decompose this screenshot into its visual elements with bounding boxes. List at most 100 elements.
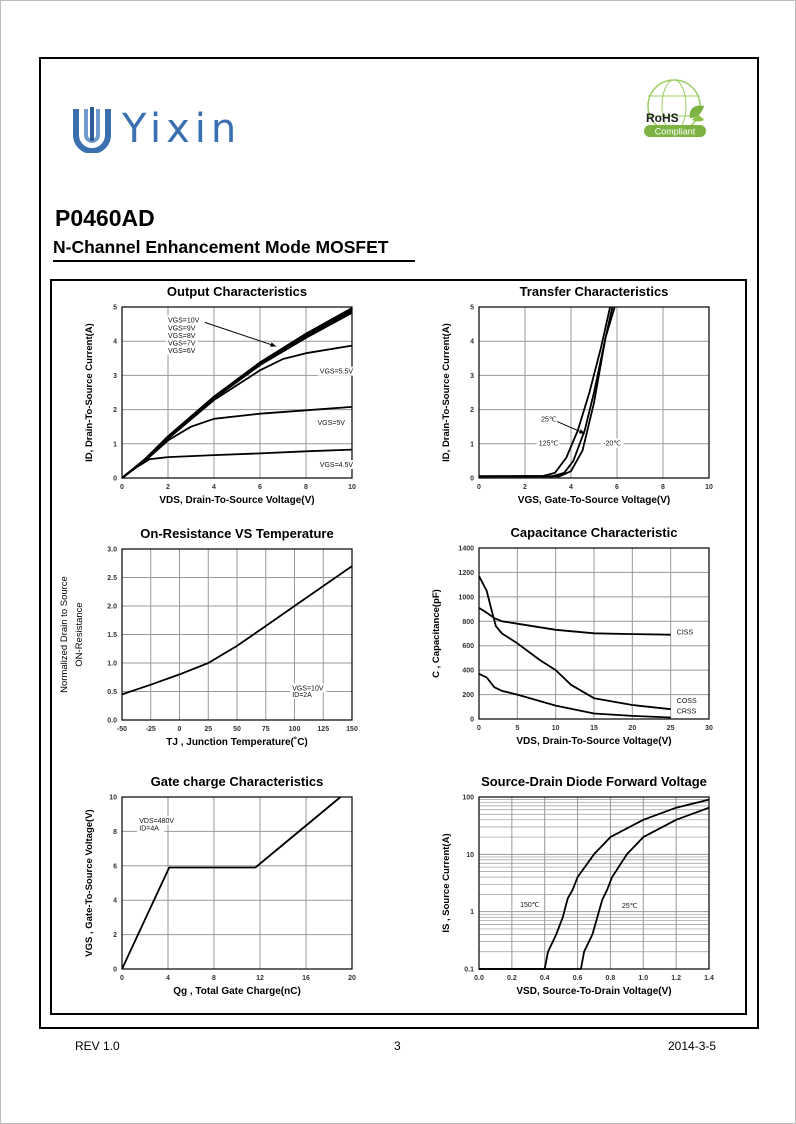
x-tick-label: 0.4 bbox=[540, 975, 550, 982]
x-tick-label: 125 bbox=[317, 726, 329, 733]
annotation-background bbox=[619, 901, 638, 911]
x-tick-label: 0 bbox=[477, 725, 481, 732]
annotation-background bbox=[674, 627, 698, 637]
x-tick-label: 0.6 bbox=[573, 975, 583, 982]
charts-panel bbox=[50, 279, 747, 1015]
y-tick-label: 2 bbox=[113, 407, 117, 414]
x-tick-label: 6 bbox=[615, 484, 619, 491]
y-tick-label: 3.0 bbox=[107, 547, 117, 554]
x-tick-label: 16 bbox=[302, 975, 310, 982]
chart-title: Output Characteristics bbox=[167, 284, 307, 299]
annotation-background bbox=[674, 706, 698, 716]
y-tick-label: 6 bbox=[113, 863, 117, 870]
page-number: 3 bbox=[394, 1039, 401, 1053]
annotation-background bbox=[137, 823, 165, 833]
y-tick-label: 1.0 bbox=[107, 661, 117, 668]
annotation-label: 25℃ bbox=[541, 417, 557, 424]
x-tick-label: 1.0 bbox=[638, 975, 648, 982]
x-tick-label: 30 bbox=[705, 725, 713, 732]
chart-output: 0 2 4 6 8 10012345VGS=10VVGS=9VVGS=8VVGS=7VVG… bbox=[84, 284, 359, 506]
x-tick-label: 25 bbox=[667, 725, 675, 732]
annotation-background bbox=[674, 696, 698, 706]
annotation-label: CISS bbox=[677, 630, 694, 637]
x-tick-label: 5 bbox=[515, 725, 519, 732]
yixin-logo: Yixin bbox=[72, 104, 241, 154]
x-axis-label: VGS, Gate-To-Source Voltage(V) bbox=[518, 495, 670, 506]
annotation-label: ID=2A bbox=[292, 692, 312, 699]
annotation-label: VGS=7V bbox=[168, 340, 196, 347]
annotation-label: ID=4A bbox=[139, 826, 159, 833]
plot-frame bbox=[121, 548, 353, 721]
y-tick-label: 1 bbox=[113, 441, 117, 448]
x-axis-label: VSD, Source-To-Drain Voltage(V) bbox=[516, 986, 671, 997]
y-tick-label: 8 bbox=[113, 829, 117, 836]
annotation-background bbox=[166, 330, 198, 340]
annotation-background bbox=[166, 315, 203, 325]
y-tick-label: 10 bbox=[109, 795, 117, 802]
annotation-background bbox=[137, 815, 179, 825]
part-number: P0460AD bbox=[55, 205, 155, 231]
rohs-text: RoHS bbox=[646, 111, 679, 125]
chart-on-resistance: -50 -25 0 25 50 75 100 125 150 0.0 0.5 1.0 1.5 2.0 2.5… bbox=[59, 526, 358, 748]
annotation-label: 25℃ bbox=[622, 903, 638, 910]
annotation-label: -20℃ bbox=[603, 441, 621, 448]
x-axis-label: VDS, Drain-To-Source Voltage(V) bbox=[516, 736, 671, 747]
x-tick-label: -25 bbox=[146, 726, 156, 733]
annotation-background bbox=[601, 438, 624, 448]
y-tick-label: 2 bbox=[470, 407, 474, 414]
y-axis-label: ID, Drain-To-Source Current(A) bbox=[441, 323, 452, 462]
chart-title: Source-Drain Diode Forward Voltage bbox=[481, 774, 707, 789]
y-tick-label: 4 bbox=[470, 339, 474, 346]
x-tick-label: 75 bbox=[262, 726, 270, 733]
y-axis-label: C , Capacitance(pF) bbox=[431, 589, 442, 678]
y-tick-label: 1000 bbox=[458, 594, 474, 601]
x-tick-label: 50 bbox=[233, 726, 241, 733]
annotation-background bbox=[166, 338, 198, 348]
chart-diode: 0.0 0.2 0.4 0.6 0.8 1.0 1.2 1.4 0.1 1 10 100 150℃ 25℃… bbox=[441, 774, 714, 997]
series-VGS=8V bbox=[121, 308, 353, 479]
y-tick-label: 0 bbox=[470, 476, 474, 483]
x-tick-label: 1.4 bbox=[704, 975, 714, 982]
y-tick-label: 1400 bbox=[458, 546, 474, 553]
annotation-background bbox=[518, 900, 541, 910]
y-tick-label: 4 bbox=[113, 339, 117, 346]
globe-leaf-icon: RoHS Compliant bbox=[644, 79, 706, 137]
chart-capacitance: 0 5 10 15 20 25 30 0 200 400 600 800 1000 1200 1400 CIS… bbox=[431, 525, 713, 747]
x-tick-label: 20 bbox=[348, 975, 356, 982]
x-tick-label: 0 bbox=[477, 484, 481, 491]
chart-title: On-Resistance VS Temperature bbox=[140, 526, 333, 541]
y-tick-label: 100 bbox=[462, 795, 474, 802]
annotation-background bbox=[536, 438, 560, 448]
x-tick-label: 150 bbox=[346, 726, 358, 733]
x-tick-label: 12 bbox=[256, 975, 264, 982]
y-axis-label: IS , Source Current(A) bbox=[441, 833, 452, 932]
annotation-background bbox=[290, 690, 318, 700]
y-tick-label: 0 bbox=[113, 476, 117, 483]
y-tick-label: 3 bbox=[470, 373, 474, 380]
date: 2014-3-5 bbox=[668, 1039, 717, 1053]
y-tick-label: 1 bbox=[470, 441, 474, 448]
y-tick-label: 0.0 bbox=[107, 718, 117, 725]
y-tick-label: 0 bbox=[470, 717, 474, 724]
x-axis-label: Qg , Total Gate Charge(nC) bbox=[173, 986, 301, 997]
plot-frame bbox=[478, 796, 710, 970]
x-tick-label: 8 bbox=[212, 975, 216, 982]
y-tick-label: 5 bbox=[470, 305, 474, 312]
plot-frame bbox=[478, 306, 710, 479]
arrow-line bbox=[204, 321, 277, 347]
x-tick-label: 25 bbox=[204, 726, 212, 733]
plot-frame bbox=[478, 547, 710, 720]
series-CISS bbox=[478, 607, 671, 636]
y-axis-label: ID, Drain-To-Source Current(A) bbox=[84, 323, 95, 462]
annotation-label: CRSS bbox=[677, 709, 697, 716]
arrow-head bbox=[270, 342, 277, 347]
y-tick-label: 1 bbox=[470, 909, 474, 916]
annotation-background bbox=[539, 414, 557, 424]
y-tick-label: 200 bbox=[462, 692, 474, 699]
annotation-label: VGS=9V bbox=[168, 325, 196, 332]
annotation-label: VGS=8V bbox=[168, 333, 196, 340]
x-tick-label: 2 bbox=[523, 484, 527, 491]
y-tick-label: 2 bbox=[113, 932, 117, 939]
y-tick-label: 10 bbox=[466, 852, 474, 859]
